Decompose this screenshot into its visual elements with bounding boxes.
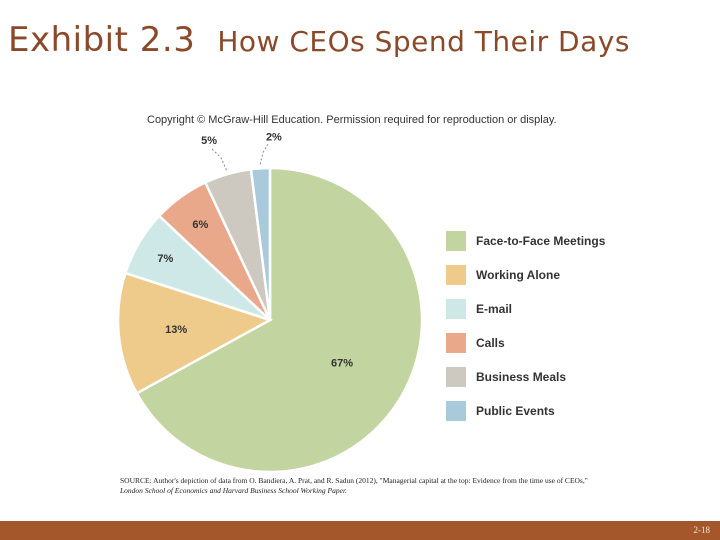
slice-label-face-to-face-meetings: 67%	[331, 358, 353, 370]
legend-label: Business Meals	[476, 370, 567, 384]
page-number: 2-18	[693, 525, 711, 535]
leader-line-public-events	[259, 144, 269, 165]
legend-swatch	[446, 367, 466, 387]
legend-item-face-to-face-meetings: Face-to-Face Meetings	[446, 224, 605, 258]
source-publication: London School of Economics and Harvard B…	[120, 486, 347, 495]
legend-item-e-mail: E-mail	[446, 292, 605, 326]
source-note: SOURCE: Author's depiction of data from …	[120, 476, 680, 496]
legend-swatch	[446, 333, 466, 353]
legend-label: Face-to-Face Meetings	[476, 234, 606, 248]
chart-title: How CEOs Spend Their Days	[217, 25, 630, 58]
pie-slice-public-events	[249, 166, 272, 321]
leader-line-business-meals	[210, 147, 227, 171]
legend-swatch	[446, 231, 466, 251]
pie-slice-working-alone	[116, 271, 274, 395]
slice-label-business-meals: 5%	[201, 135, 217, 147]
exhibit-number: Exhibit 2.3	[8, 20, 196, 60]
legend-item-working-alone: Working Alone	[446, 258, 605, 292]
legend-label: E-mail	[476, 302, 513, 316]
legend-item-public-events: Public Events	[446, 394, 605, 428]
source-citation: SOURCE: Author's depiction of data from …	[120, 476, 588, 485]
copyright-notice: Copyright © McGraw-Hill Education. Permi…	[147, 114, 557, 126]
legend-item-calls: Calls	[446, 326, 605, 360]
legend-label: Public Events	[476, 404, 555, 418]
legend-swatch	[446, 299, 466, 319]
legend-swatch	[446, 401, 466, 421]
slice-label-e-mail: 7%	[157, 253, 173, 265]
pie-slice-face-to-face-meetings	[135, 166, 424, 474]
footer-bar: 2-18	[0, 521, 720, 540]
legend-item-business-meals: Business Meals	[446, 360, 605, 394]
slide-title: Exhibit 2.3 How CEOs Spend Their Days	[8, 20, 630, 60]
slice-label-public-events: 2%	[266, 131, 282, 143]
legend-swatch	[446, 265, 466, 285]
slice-label-calls: 6%	[192, 219, 208, 231]
chart-legend: Face-to-Face Meetings Working Alone E-mail…	[446, 224, 605, 428]
legend-label: Calls	[476, 336, 505, 350]
slice-label-working-alone: 13%	[165, 324, 187, 336]
legend-label: Working Alone	[476, 268, 560, 282]
